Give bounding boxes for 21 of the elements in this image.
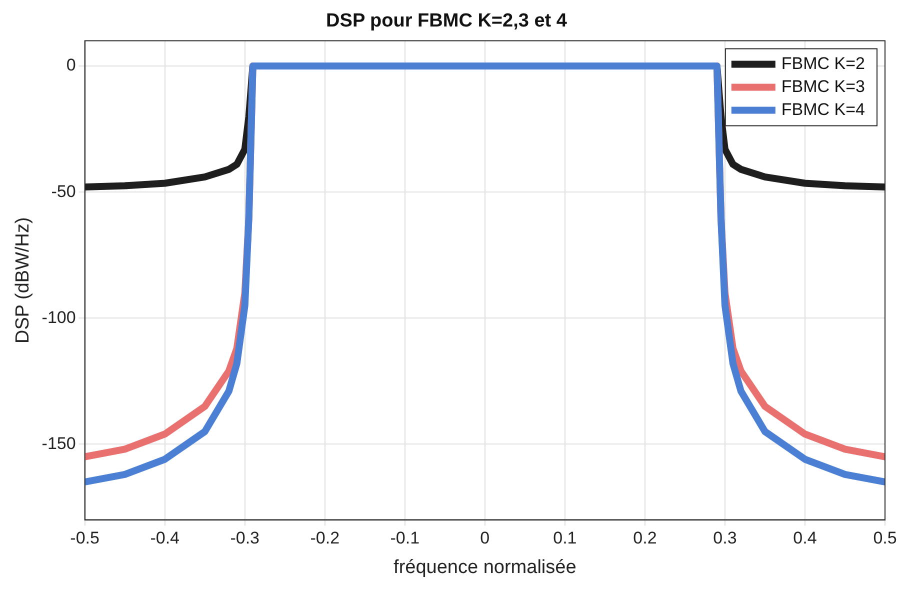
x-tick-label: 0.3	[713, 528, 737, 548]
y-tick-label: -150	[42, 434, 76, 453]
x-axis-title: fréquence normalisée	[394, 556, 576, 578]
x-tick-label: -0.5	[70, 528, 100, 548]
x-tick-label: -0.2	[310, 528, 340, 548]
x-tick-label: -0.4	[150, 528, 180, 548]
y-tick-label: -50	[51, 182, 76, 201]
x-tick-label: 0.4	[793, 528, 817, 548]
y-tick-label: -100	[42, 308, 76, 327]
x-tick-label: 0	[480, 528, 490, 548]
y-axis-title: DSP (dBW/Hz)	[12, 217, 34, 344]
legend-label: FBMC K=4	[781, 100, 866, 119]
x-tick-label: -0.1	[390, 528, 420, 548]
x-tick-label: 0.2	[633, 528, 657, 548]
x-tick-label: -0.3	[230, 528, 260, 548]
y-tick-label: 0	[66, 56, 76, 75]
chart-title: DSP pour FBMC K=2,3 et 4	[326, 10, 568, 32]
x-tick-label: 0.5	[873, 528, 897, 548]
x-tick-label: 0.1	[553, 528, 577, 548]
legend-label: FBMC K=3	[781, 76, 866, 96]
legend-label: FBMC K=2	[781, 54, 866, 73]
